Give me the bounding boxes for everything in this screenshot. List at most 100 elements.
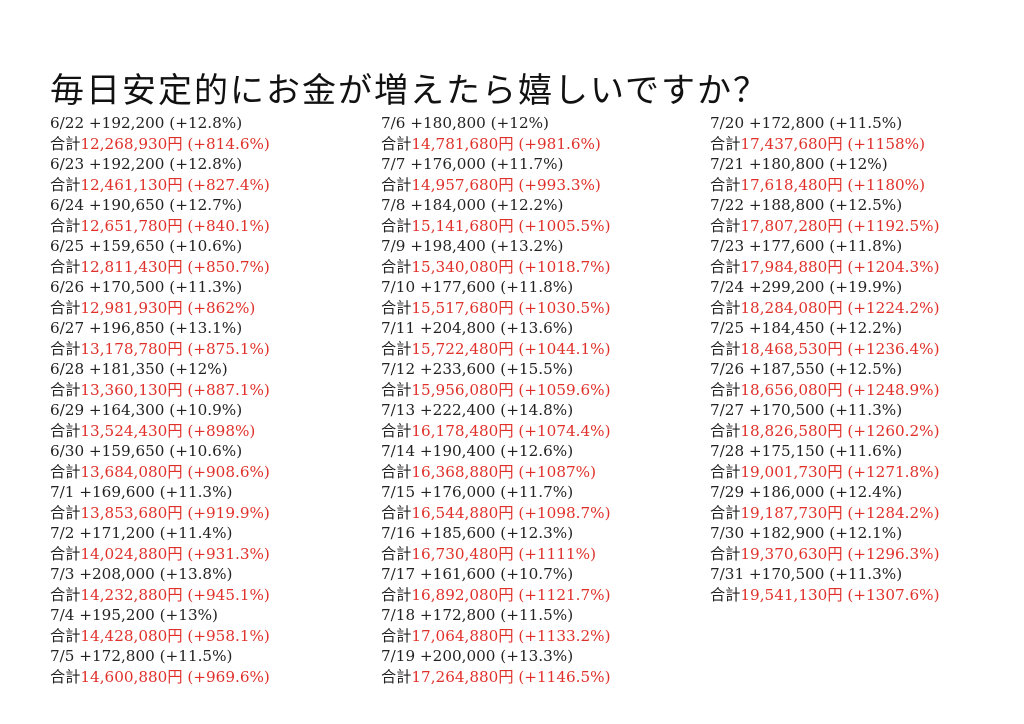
total-label: 合計 <box>381 503 412 522</box>
total-value: 18,284,080円 (+1224.2%) <box>740 298 940 317</box>
total-line: 合計16,892,080円 (+1121.7%) <box>381 585 701 606</box>
daily-entry: 7/21 +180,800 (+12%) 合計17,618,480円 (+1180… <box>710 154 1024 195</box>
total-value: 17,064,880円 (+1133.2%) <box>411 626 611 645</box>
total-line: 合計19,541,130円 (+1307.6%) <box>710 585 1024 606</box>
total-value: 12,461,130円 (+827.4%) <box>80 175 270 194</box>
total-value: 14,957,680円 (+993.3%) <box>411 175 601 194</box>
daily-entry: 7/24 +299,200 (+19.9%) 合計18,284,080円 (+12… <box>710 277 1024 318</box>
total-value: 16,178,480円 (+1074.4%) <box>411 421 611 440</box>
total-label: 合計 <box>50 585 81 604</box>
total-line: 合計13,524,430円 (+898%) <box>50 421 370 442</box>
total-line: 合計14,428,080円 (+958.1%) <box>50 626 370 647</box>
daily-gain-line: 6/30 +159,650 (+10.6%) <box>50 442 243 460</box>
total-label: 合計 <box>710 462 741 481</box>
daily-entry: 6/25 +159,650 (+10.6%) 合計12,811,430円 (+85… <box>50 236 370 277</box>
total-line: 合計15,722,480円 (+1044.1%) <box>381 339 701 360</box>
total-line: 合計12,461,130円 (+827.4%) <box>50 175 370 196</box>
daily-gain-line: 6/25 +159,650 (+10.6%) <box>50 237 243 255</box>
daily-gain-line: 6/29 +164,300 (+10.9%) <box>50 401 243 419</box>
daily-gain-line: 7/2 +171,200 (+11.4%) <box>50 524 233 542</box>
daily-gain-line: 7/23 +177,600 (+11.8%) <box>710 237 903 255</box>
total-value: 16,544,880円 (+1098.7%) <box>411 503 611 522</box>
daily-gain-line: 7/12 +233,600 (+15.5%) <box>381 360 574 378</box>
daily-gain-line: 7/19 +200,000 (+13.3%) <box>381 647 574 665</box>
total-value: 14,232,880円 (+945.1%) <box>80 585 270 604</box>
page-title: 毎日安定的にお金が増えたら嬉しいですか？ <box>50 70 769 111</box>
daily-entry: 7/2 +171,200 (+11.4%) 合計14,024,880円 (+931… <box>50 523 370 564</box>
daily-entry: 7/4 +195,200 (+13%) 合計14,428,080円 (+958.1… <box>50 605 370 646</box>
total-line: 合計13,684,080円 (+908.6%) <box>50 462 370 483</box>
total-value: 13,684,080円 (+908.6%) <box>80 462 270 481</box>
total-value: 17,618,480円 (+1180%) <box>740 175 926 194</box>
daily-entry: 7/27 +170,500 (+11.3%) 合計18,826,580円 (+12… <box>710 400 1024 441</box>
total-value: 18,826,580円 (+1260.2%) <box>740 421 940 440</box>
total-label: 合計 <box>381 667 412 686</box>
daily-entry: 7/11 +204,800 (+13.6%) 合計15,722,480円 (+10… <box>381 318 701 359</box>
total-value: 16,730,480円 (+1111%) <box>411 544 597 563</box>
daily-entry: 7/31 +170,500 (+11.3%) 合計19,541,130円 (+13… <box>710 564 1024 605</box>
daily-gain-line: 7/13 +222,400 (+14.8%) <box>381 401 574 419</box>
total-value: 18,656,080円 (+1248.9%) <box>740 380 940 399</box>
total-label: 合計 <box>710 134 741 153</box>
total-line: 合計18,826,580円 (+1260.2%) <box>710 421 1024 442</box>
total-line: 合計16,368,880円 (+1087%) <box>381 462 701 483</box>
total-line: 合計15,340,080円 (+1018.7%) <box>381 257 701 278</box>
daily-gain-line: 7/14 +190,400 (+12.6%) <box>381 442 574 460</box>
total-value: 17,984,880円 (+1204.3%) <box>740 257 940 276</box>
daily-entry: 7/1 +169,600 (+11.3%) 合計13,853,680円 (+919… <box>50 482 370 523</box>
total-line: 合計12,268,930円 (+814.6%) <box>50 134 370 155</box>
daily-entry: 7/3 +208,000 (+13.8%) 合計14,232,880円 (+945… <box>50 564 370 605</box>
daily-gain-line: 6/22 +192,200 (+12.8%) <box>50 114 243 132</box>
daily-entry: 7/10 +177,600 (+11.8%) 合計15,517,680円 (+10… <box>381 277 701 318</box>
daily-gain-line: 7/26 +187,550 (+12.5%) <box>710 360 903 378</box>
total-label: 合計 <box>50 134 81 153</box>
daily-entry: 7/18 +172,800 (+11.5%) 合計17,064,880円 (+11… <box>381 605 701 646</box>
total-line: 合計17,984,880円 (+1204.3%) <box>710 257 1024 278</box>
total-label: 合計 <box>710 585 741 604</box>
total-value: 12,268,930円 (+814.6%) <box>80 134 270 153</box>
total-label: 合計 <box>710 257 741 276</box>
total-value: 19,541,130円 (+1307.6%) <box>740 585 940 604</box>
daily-entry: 6/27 +196,850 (+13.1%) 合計13,178,780円 (+87… <box>50 318 370 359</box>
total-line: 合計12,981,930円 (+862%) <box>50 298 370 319</box>
total-value: 12,981,930円 (+862%) <box>80 298 256 317</box>
total-label: 合計 <box>50 626 81 645</box>
total-value: 13,524,430円 (+898%) <box>80 421 256 440</box>
total-line: 合計15,956,080円 (+1059.6%) <box>381 380 701 401</box>
daily-gain-line: 7/9 +198,400 (+13.2%) <box>381 237 564 255</box>
total-label: 合計 <box>710 380 741 399</box>
daily-entry: 7/29 +186,000 (+12.4%) 合計19,187,730円 (+12… <box>710 482 1024 523</box>
total-line: 合計19,370,630円 (+1296.3%) <box>710 544 1024 565</box>
daily-gain-line: 7/15 +176,000 (+11.7%) <box>381 483 574 501</box>
total-label: 合計 <box>381 339 412 358</box>
daily-gain-line: 7/17 +161,600 (+10.7%) <box>381 565 574 583</box>
total-line: 合計17,807,280円 (+1192.5%) <box>710 216 1024 237</box>
total-label: 合計 <box>381 585 412 604</box>
daily-gain-line: 7/30 +182,900 (+12.1%) <box>710 524 903 542</box>
total-value: 12,651,780円 (+840.1%) <box>80 216 270 235</box>
daily-entry: 7/28 +175,150 (+11.6%) 合計19,001,730円 (+12… <box>710 441 1024 482</box>
daily-gain-line: 7/4 +195,200 (+13%) <box>50 606 218 624</box>
total-value: 15,956,080円 (+1059.6%) <box>411 380 611 399</box>
daily-entry: 6/29 +164,300 (+10.9%) 合計13,524,430円 (+89… <box>50 400 370 441</box>
daily-gain-line: 7/16 +185,600 (+12.3%) <box>381 524 574 542</box>
total-label: 合計 <box>50 175 81 194</box>
daily-entry: 6/23 +192,200 (+12.8%) 合計12,461,130円 (+82… <box>50 154 370 195</box>
daily-gain-line: 7/3 +208,000 (+13.8%) <box>50 565 233 583</box>
total-label: 合計 <box>50 380 81 399</box>
total-line: 合計13,178,780円 (+875.1%) <box>50 339 370 360</box>
total-line: 合計19,001,730円 (+1271.8%) <box>710 462 1024 483</box>
total-line: 合計16,544,880円 (+1098.7%) <box>381 503 701 524</box>
total-label: 合計 <box>50 339 81 358</box>
total-line: 合計19,187,730円 (+1284.2%) <box>710 503 1024 524</box>
total-value: 14,781,680円 (+981.6%) <box>411 134 601 153</box>
total-value: 12,811,430円 (+850.7%) <box>80 257 270 276</box>
total-value: 14,600,880円 (+969.6%) <box>80 667 270 686</box>
total-line: 合計17,064,880円 (+1133.2%) <box>381 626 701 647</box>
daily-entry: 7/13 +222,400 (+14.8%) 合計16,178,480円 (+10… <box>381 400 701 441</box>
daily-gain-line: 7/27 +170,500 (+11.3%) <box>710 401 903 419</box>
total-label: 合計 <box>50 257 81 276</box>
total-line: 合計18,468,530円 (+1236.4%) <box>710 339 1024 360</box>
daily-gain-line: 7/28 +175,150 (+11.6%) <box>710 442 903 460</box>
total-label: 合計 <box>710 339 741 358</box>
